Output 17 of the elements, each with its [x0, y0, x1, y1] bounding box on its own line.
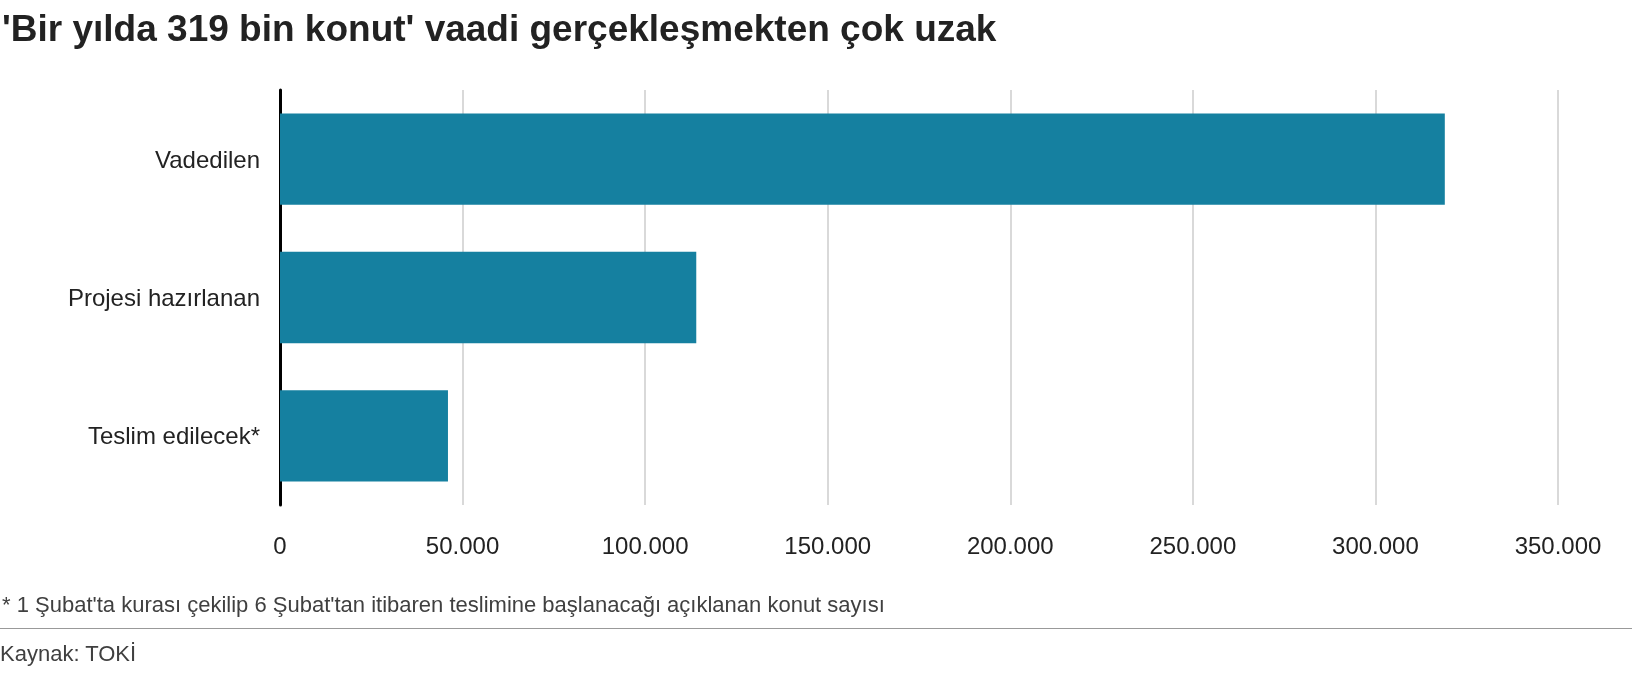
- y-tick-label: Vadedilen: [155, 145, 260, 173]
- text: * 1 Şubat'ta kurası çekilip 6 Şubat'tan itibaren teslimine başlanacağı açıklanan konut sayısı: [2, 592, 885, 618]
- chart-title: 'Bir yılda 319 bin konut' vaadi gerçekleşmekten çok uzak: [2, 8, 997, 50]
- x-tick-label: 0: [273, 531, 287, 559]
- x-tick-label: 200.000: [966, 531, 1054, 559]
- bar: [280, 251, 697, 344]
- x-tick-label: 100.000: [601, 531, 689, 559]
- y-tick-label: Teslim edilecek*: [87, 422, 260, 450]
- x-tick-label: 250.000: [1149, 531, 1237, 559]
- y-tick-label: Projesi hazırlanan: [67, 284, 260, 311]
- x-tick-label: 350.000: [1514, 531, 1602, 559]
- bar: [280, 390, 448, 482]
- x-tick-label: 300.000: [1332, 531, 1419, 559]
- text: Kaynak: TOKİ: [0, 628, 1632, 667]
- x-tick-label: 50.000: [425, 531, 500, 559]
- bar: [280, 113, 1445, 205]
- x-tick-label: 150.000: [784, 531, 872, 559]
